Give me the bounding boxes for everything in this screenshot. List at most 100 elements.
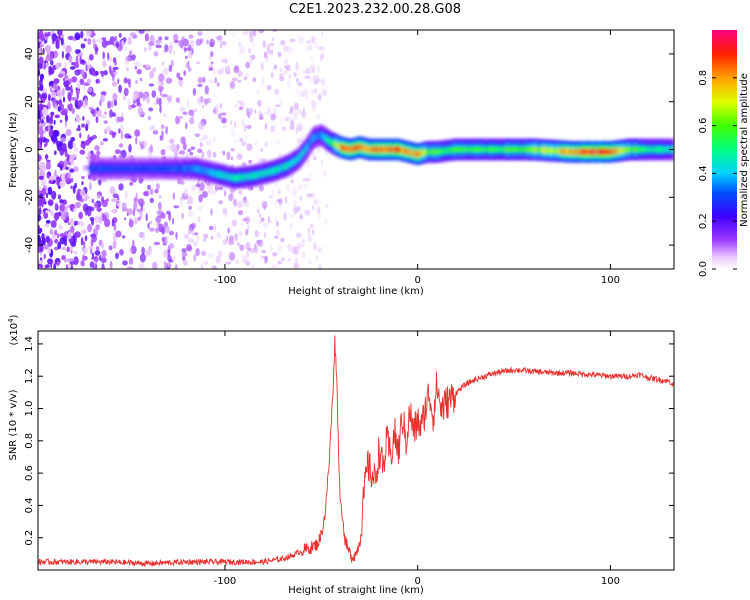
spectrogram-noise-cell bbox=[299, 213, 303, 220]
spectrogram-noise-cell bbox=[70, 177, 74, 183]
spectrogram-noise-cell bbox=[179, 115, 183, 120]
spectrogram-noise-cell bbox=[57, 106, 62, 112]
spectrogram-noise-cell bbox=[236, 153, 243, 161]
spectrogram-noise-cell bbox=[105, 198, 109, 202]
spectrogram-noise-cell bbox=[187, 66, 192, 72]
spectrogram-y-ticks: -40 -20 0 20 40 bbox=[24, 48, 674, 253]
spectrogram-ridge-core bbox=[409, 149, 413, 156]
spectrogram-noise-cell bbox=[238, 106, 243, 110]
spectrogram-noise-cell bbox=[317, 248, 322, 253]
spectrogram-ridge-core bbox=[115, 165, 118, 172]
spectrogram-noise-cell bbox=[293, 205, 298, 215]
spectrogram-ridge-core bbox=[576, 148, 579, 155]
spectrogram-ridge-core bbox=[275, 166, 278, 173]
spectrogram-noise-cell bbox=[61, 50, 64, 59]
spectrogram-noise-cell bbox=[257, 99, 262, 104]
spectrogram-noise-cell bbox=[56, 89, 62, 97]
spectrogram-noise-cell bbox=[42, 47, 45, 55]
spectrogram-noise-cell bbox=[112, 193, 119, 199]
snr-series-line bbox=[38, 335, 674, 568]
spectrogram-noise-cell bbox=[275, 141, 282, 145]
spectrogram-noise-cell bbox=[246, 107, 249, 117]
spectrogram-ridge-core bbox=[383, 146, 386, 153]
spectrogram-noise-cell bbox=[148, 45, 152, 51]
spectrogram-noise-cell bbox=[38, 235, 41, 244]
spectrogram-noise-cell bbox=[254, 109, 257, 114]
spectrogram-noise-cell bbox=[194, 133, 201, 138]
spectrogram-noise-cell bbox=[41, 88, 48, 94]
spectrogram-noise-cell bbox=[75, 201, 81, 209]
spectrogram-noise-cell bbox=[222, 124, 228, 129]
spectrogram-noise-cell bbox=[96, 194, 101, 199]
spectrogram-noise-cell bbox=[81, 123, 85, 128]
spectrogram-noise-cell bbox=[292, 116, 295, 125]
spectrogram-noise-cell bbox=[280, 237, 285, 243]
spectrogram-noise-cell bbox=[44, 45, 51, 52]
spectrogram-noise-cell bbox=[117, 116, 124, 123]
spectrogram-noise-cell bbox=[158, 97, 162, 107]
spectrogram-ridge-core bbox=[187, 165, 191, 172]
spectrogram-noise-cell bbox=[276, 221, 279, 227]
spectrogram-ridge-core bbox=[173, 165, 177, 172]
spectrogram-noise-cell bbox=[82, 116, 85, 121]
spectrogram-noise-cell bbox=[291, 120, 295, 126]
spectrogram-ridge-core bbox=[463, 146, 467, 153]
spectrogram-noise-cell bbox=[299, 91, 305, 98]
spectrogram-ridge-core bbox=[101, 165, 104, 172]
spectrogram-noise-cell bbox=[80, 143, 85, 148]
spectrogram-noise-cell bbox=[297, 139, 304, 143]
spectrogram-noise-cell bbox=[257, 220, 263, 225]
spectrogram-ridge-core bbox=[307, 141, 311, 148]
spectrogram-ridge-core bbox=[657, 146, 661, 153]
spectrogram-panel: -100 0 100 -40 -20 0 20 40 Height of straight … bbox=[8, 29, 675, 297]
spectrogram-noise-cell bbox=[295, 127, 298, 135]
spectrogram-ridge-core bbox=[366, 145, 369, 153]
spectrogram-noise-cell bbox=[245, 61, 251, 69]
spectrogram-ridge-core bbox=[539, 146, 542, 154]
spectrogram-x-tick-label: -100 bbox=[214, 275, 237, 286]
spectrogram-noise-cell bbox=[242, 217, 248, 222]
spectrogram-noise-cell bbox=[157, 222, 162, 228]
spectrogram-noise-cell bbox=[84, 97, 88, 106]
spectrogram-noise-cell bbox=[100, 94, 105, 103]
spectrogram-noise-cell bbox=[206, 39, 209, 45]
spectrogram-noise-cell bbox=[54, 103, 58, 110]
spectrogram-noise-cell bbox=[322, 170, 328, 178]
spectrogram-noise-cell bbox=[64, 159, 68, 166]
spectrogram-noise-cell bbox=[141, 246, 146, 255]
spectrogram-noise-cell bbox=[142, 234, 146, 241]
spectrogram-noise-cell bbox=[111, 99, 114, 108]
spectrogram-noise-cell bbox=[288, 64, 292, 73]
spectrogram-noise-cell bbox=[309, 192, 316, 199]
spectrogram-noise-cell bbox=[149, 188, 154, 195]
spectrogram-noise-cell bbox=[254, 140, 259, 146]
spectrogram-noise-cell bbox=[45, 115, 50, 123]
spectrogram-noise-cell bbox=[48, 180, 53, 184]
spectrogram-noise-cell bbox=[258, 116, 264, 120]
spectrogram-ridge-core bbox=[232, 174, 235, 182]
spectrogram-noise-cell bbox=[74, 231, 81, 238]
spectrogram-noise-cell bbox=[237, 210, 244, 216]
spectrogram-noise-cell bbox=[212, 151, 217, 158]
spectrogram-x-ticks: -100 0 100 bbox=[214, 30, 620, 286]
spectrogram-noise-cell bbox=[144, 64, 150, 69]
spectrogram-noise-cell bbox=[121, 202, 127, 211]
spectrogram-noise-cell bbox=[129, 32, 136, 37]
spectrogram-ridge-core bbox=[180, 165, 183, 172]
spectrogram-noise-cell bbox=[199, 182, 205, 191]
spectrogram-noise-cell bbox=[77, 221, 81, 226]
spectrogram-noise-cell bbox=[222, 239, 228, 245]
spectrogram-ridge-core bbox=[119, 165, 123, 172]
spectrogram-noise-cell bbox=[41, 104, 44, 110]
spectrogram-noise-cell bbox=[144, 47, 147, 52]
spectrogram-noise-cell bbox=[113, 99, 118, 107]
spectrogram-noise-cell bbox=[266, 84, 272, 91]
spectrogram-noise-cell bbox=[214, 185, 218, 192]
spectrogram-ridge-core bbox=[631, 146, 635, 153]
spectrogram-noise-cell bbox=[135, 136, 138, 145]
spectrogram-ridge-core bbox=[482, 146, 485, 153]
spectrogram-noise-cell bbox=[57, 146, 63, 152]
spectrogram-noise-cell bbox=[73, 250, 78, 256]
spectrogram-noise-cell bbox=[279, 98, 283, 107]
spectrogram-ridge-core bbox=[645, 146, 649, 153]
